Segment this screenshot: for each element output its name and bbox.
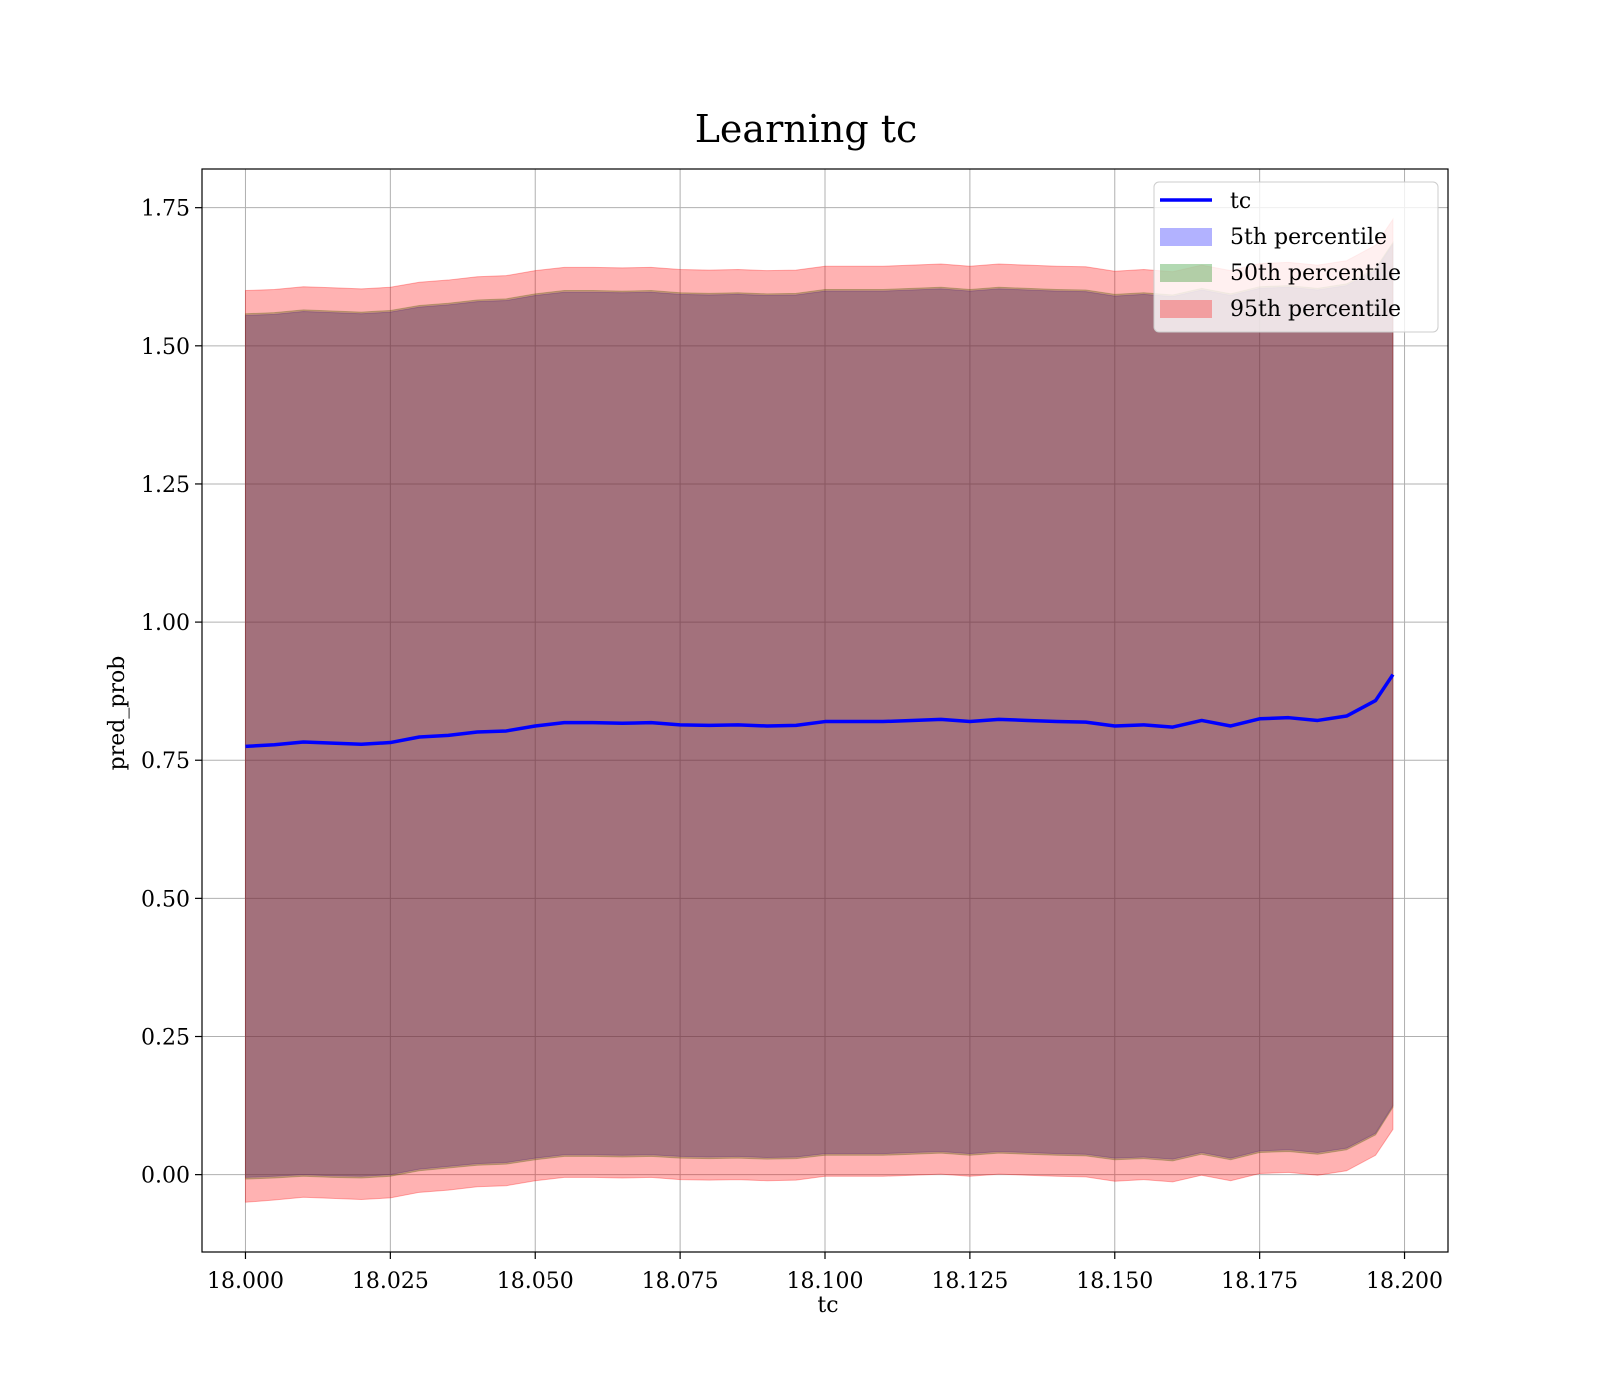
x-tick-label: 18.050 bbox=[497, 1269, 574, 1294]
x-tick-label: 18.125 bbox=[931, 1269, 1008, 1294]
legend-label-50th-percentile: 50th percentile bbox=[1230, 261, 1401, 286]
y-tick-label: 1.00 bbox=[141, 611, 190, 636]
y-tick-label: 1.75 bbox=[141, 197, 190, 222]
y-axis-title: pred_prob bbox=[105, 656, 130, 771]
legend-95th-percentile-swatch bbox=[1160, 300, 1212, 318]
legend-box bbox=[1153, 181, 1439, 333]
y-tick-label: 1.25 bbox=[141, 473, 190, 498]
y-tick-label: 0.75 bbox=[141, 749, 190, 774]
percentile-bands bbox=[244, 217, 1394, 1203]
legend: tc 5th percentile 50th percentile 95th p… bbox=[1153, 181, 1439, 333]
x-tick-label: 18.025 bbox=[352, 1269, 429, 1294]
x-tick-label: 18.175 bbox=[1221, 1269, 1298, 1294]
legend-50th-percentile-swatch bbox=[1160, 264, 1212, 282]
y-tick-label: 0.00 bbox=[141, 1164, 190, 1189]
band-95th-percentile bbox=[244, 217, 1394, 1203]
legend-label-tc: tc bbox=[1230, 189, 1251, 214]
series-line-tc bbox=[245, 673, 1395, 749]
x-tick-label: 18.100 bbox=[787, 1269, 864, 1294]
x-tick-label: 18.150 bbox=[1076, 1269, 1153, 1294]
y-tick-label: 0.50 bbox=[141, 887, 190, 912]
line-series bbox=[245, 673, 1395, 749]
chart-title: Learning tc bbox=[695, 107, 918, 151]
grid-lines bbox=[202, 169, 1448, 1252]
band-5th-percentile bbox=[244, 242, 1394, 1178]
x-tick-label: 18.000 bbox=[207, 1269, 284, 1294]
x-tick-label: 18.200 bbox=[1366, 1269, 1443, 1294]
x-axis-ticks: 18.000 18.025 18.050 18.075 18.100 18.125 18.1… bbox=[207, 1252, 1443, 1294]
y-axis-ticks: 0.00 0.25 0.50 0.75 1.00 1.25 1.50 1.75 bbox=[141, 197, 202, 1189]
y-tick-label: 1.50 bbox=[141, 335, 190, 360]
y-tick-label: 0.25 bbox=[141, 1026, 190, 1051]
x-axis-title: tc bbox=[817, 1293, 838, 1318]
x-tick-label: 18.075 bbox=[642, 1269, 719, 1294]
legend-label-95th-percentile: 95th percentile bbox=[1230, 297, 1401, 322]
legend-label-5th-percentile: 5th percentile bbox=[1230, 225, 1387, 250]
band-50th-percentile bbox=[244, 240, 1394, 1180]
legend-5th-percentile-swatch bbox=[1160, 228, 1212, 246]
